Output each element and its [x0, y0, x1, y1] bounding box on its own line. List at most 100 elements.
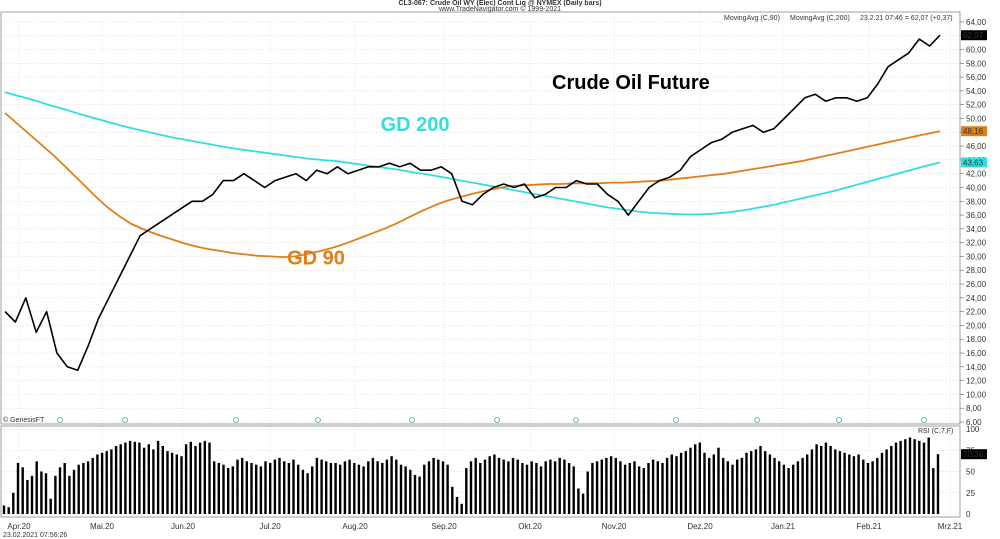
rsi-bar [651, 459, 655, 514]
rsi-bar [404, 466, 407, 514]
rsi-bar [740, 457, 744, 514]
rsi-bar [497, 457, 501, 514]
last-price-tag: 62,07 [963, 31, 984, 40]
price-tick-label: 56,00 [966, 73, 987, 82]
rsi-bar [63, 463, 66, 514]
rsi-bar [320, 459, 323, 514]
rsi-bar [278, 457, 281, 514]
chart-title: Crude Oil Future [552, 72, 710, 94]
rsi-bar [871, 461, 874, 514]
series-layer [4, 34, 941, 372]
rsi-bar [119, 444, 122, 514]
rsi-bar [605, 457, 608, 514]
price-tick-label: 14,00 [966, 363, 987, 372]
rsi-bar [329, 463, 333, 514]
rsi-bar [838, 451, 842, 514]
rsi-bar [913, 439, 916, 514]
annotation-gd200: GD 200 [381, 114, 450, 136]
rsi-bar [787, 468, 790, 514]
rsi-bar [208, 442, 211, 514]
event-marker [921, 417, 927, 423]
rsi-bar [460, 503, 463, 514]
rsi-bar [241, 457, 244, 514]
rsi-bar [110, 449, 113, 514]
rsi-bar [16, 463, 20, 514]
rsi-bar [600, 459, 603, 514]
rsi-bar [511, 457, 515, 514]
rsi-bar [26, 480, 29, 514]
rsi-bar [922, 442, 926, 514]
ma200-line [4, 91, 941, 216]
rsi-bar [577, 488, 580, 514]
rsi-bar [147, 444, 150, 514]
rsi-bar [521, 463, 524, 514]
rsi-bar [231, 466, 234, 514]
rsi-bar [343, 461, 347, 514]
rsi-bar [161, 446, 164, 514]
rsi-bar [764, 451, 767, 514]
rsi-bar [399, 464, 403, 514]
rsi-bar [717, 447, 720, 514]
rsi-bar [633, 461, 636, 514]
rsi-label: RSI (C,7,F) [918, 428, 953, 435]
rsi-bar [563, 459, 566, 514]
rsi-bar [703, 452, 706, 514]
price-tick-label: 12,00 [966, 377, 987, 386]
rsi-bar [371, 457, 375, 514]
price-tick-label: 24,00 [966, 294, 987, 303]
rsi-bar [91, 457, 94, 514]
rsi-bar [156, 440, 160, 514]
rsi-bar [493, 454, 496, 514]
price-tick-label: 32,00 [966, 239, 987, 248]
rsi-bars [2, 437, 940, 515]
rsi-bar [684, 451, 687, 514]
rsi-bar [469, 461, 473, 514]
rsi-bar [54, 475, 57, 515]
rsi-bar [502, 459, 505, 514]
rsi-bar [58, 467, 62, 515]
rsi-bar [778, 461, 781, 514]
rsi-bar [876, 457, 879, 514]
rsi-bar [7, 507, 10, 514]
rsi-bar [768, 454, 772, 514]
price-tick-label: 20,00 [966, 321, 987, 330]
x-tick-label: Jul.20 [259, 522, 281, 531]
event-marker [122, 417, 128, 423]
rsi-bar [287, 463, 291, 514]
rsi-bar [339, 464, 342, 514]
rsi-bar [525, 464, 529, 514]
rsi-bar [170, 452, 174, 514]
x-tick-label: Okt.20 [518, 522, 542, 531]
rsi-bar [264, 461, 267, 514]
event-marker [573, 417, 579, 423]
price-tick-label: 26,00 [966, 280, 987, 289]
rsi-bar [184, 444, 188, 514]
rsi-bar [815, 444, 818, 514]
rsi-bar [581, 493, 585, 514]
rsi-bar [637, 466, 641, 514]
rsi-bar [12, 492, 15, 515]
price-tick-label: 52,00 [966, 101, 987, 110]
rsi-bar [754, 449, 758, 514]
x-tick-label: Jan.21 [771, 522, 796, 531]
rsi-bar [880, 452, 884, 514]
rsi-bar [68, 475, 71, 515]
rsi-bar [619, 461, 622, 514]
rsi-bar [142, 447, 146, 514]
rsi-bar [773, 457, 776, 514]
rsi-bar [679, 452, 683, 514]
price-tick-label: 10,00 [966, 390, 987, 399]
rsi-bar [222, 464, 225, 514]
rsi-bar [297, 464, 300, 514]
rsi-bar [465, 468, 468, 514]
x-tick-label: Mrz.21 [938, 522, 963, 531]
chart-header-copyright: www.TradeNavigator.com © 1999-2021 [438, 5, 561, 13]
rsi-axis: 025507510070,36 [961, 425, 987, 519]
rsi-bar [572, 466, 575, 514]
rsi-bar [614, 457, 617, 514]
rsi-bar [213, 461, 216, 514]
rsi-bar [745, 452, 748, 514]
rsi-bar [259, 466, 263, 514]
rsi-bar [820, 446, 823, 514]
